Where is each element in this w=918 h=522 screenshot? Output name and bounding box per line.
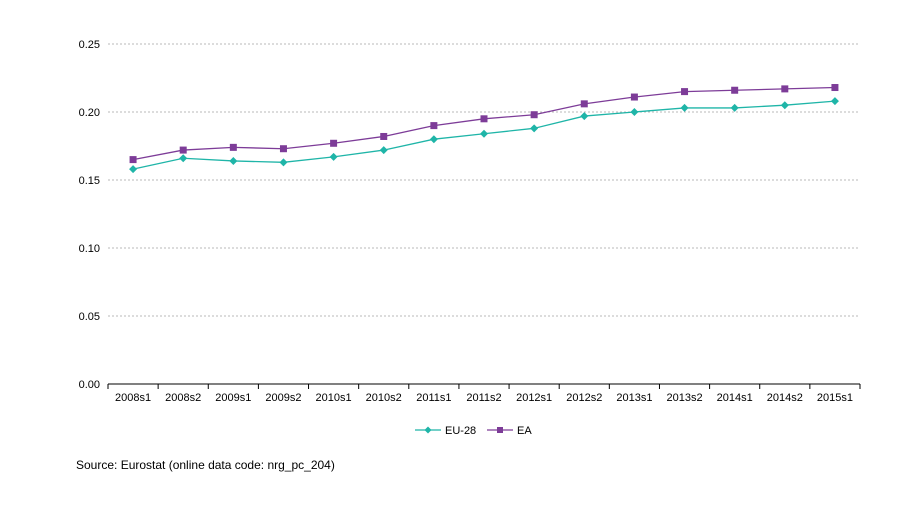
x-tick-label: 2014s2	[767, 392, 803, 404]
y-tick-label: 0.00	[79, 379, 100, 391]
x-tick-label: 2010s2	[366, 392, 402, 404]
data-point	[730, 103, 739, 112]
data-point	[179, 154, 188, 163]
data-point	[580, 112, 589, 121]
data-point	[630, 108, 639, 116]
x-tick-label: 2012s1	[516, 392, 552, 404]
data-point	[379, 146, 388, 155]
x-tick-label: 2015s1	[817, 392, 853, 404]
data-point	[279, 145, 287, 153]
series-layer	[129, 84, 839, 174]
data-point	[831, 84, 839, 92]
x-tick-label: 2009s2	[265, 392, 301, 404]
x-tick-label: 2011s1	[416, 392, 451, 404]
data-point	[179, 146, 187, 154]
legend-label: EA	[517, 425, 532, 437]
y-tick-label: 0.15	[79, 175, 100, 187]
data-point	[380, 132, 388, 140]
legend-marker	[497, 427, 503, 433]
data-point	[429, 135, 438, 144]
x-tick-label: 2011s2	[466, 392, 501, 404]
series-eu-28	[129, 97, 839, 174]
data-point	[731, 86, 739, 94]
data-point	[330, 139, 338, 147]
data-point	[480, 129, 488, 138]
y-tick-label: 0.05	[79, 311, 100, 323]
y-tick-label: 0.10	[79, 243, 100, 255]
legend-item: EU-28	[415, 425, 476, 437]
x-tick-label: 2012s2	[566, 392, 602, 404]
x-axis: 2008s1 2008s2 2009s1 2009s2 2010s1 2010s2 2011…	[107, 383, 861, 404]
x-tick-label: 2013s2	[666, 392, 702, 404]
legend-item: EA	[487, 425, 532, 437]
legend-label: EU-28	[445, 425, 476, 437]
data-point	[279, 158, 288, 167]
y-tick-label: 0.20	[79, 107, 100, 119]
data-point	[430, 122, 438, 130]
y-tick-label: 0.25	[79, 39, 100, 51]
x-tick-label: 2008s2	[165, 392, 201, 404]
data-point	[530, 124, 539, 133]
data-point	[530, 111, 538, 119]
legend-marker	[424, 426, 432, 434]
x-tick-label: 2014s1	[717, 392, 753, 404]
data-point	[129, 165, 138, 174]
x-tick-label: 2008s1	[115, 392, 151, 404]
data-point	[580, 100, 588, 108]
x-tick-label: 2010s1	[316, 392, 352, 404]
legend: EU-28 EA	[415, 425, 532, 437]
data-point	[229, 143, 237, 151]
y-axis: 0.00 0.05 0.10 0.15 0.20 0.25	[79, 39, 100, 391]
x-tick-label: 2009s1	[215, 392, 251, 404]
source-note: Source: Eurostat (online data code: nrg_…	[76, 458, 335, 472]
series-line	[132, 86, 835, 161]
data-point	[681, 88, 689, 96]
data-point	[129, 156, 137, 164]
data-point	[329, 152, 338, 161]
data-point	[781, 85, 789, 93]
gridlines	[108, 43, 860, 317]
data-point	[780, 101, 789, 110]
data-point	[229, 156, 238, 165]
series-ea	[129, 84, 839, 164]
data-point	[630, 93, 638, 101]
data-point	[680, 103, 689, 112]
data-point	[480, 115, 488, 123]
data-point	[830, 97, 839, 106]
x-tick-label: 2013s1	[616, 392, 652, 404]
